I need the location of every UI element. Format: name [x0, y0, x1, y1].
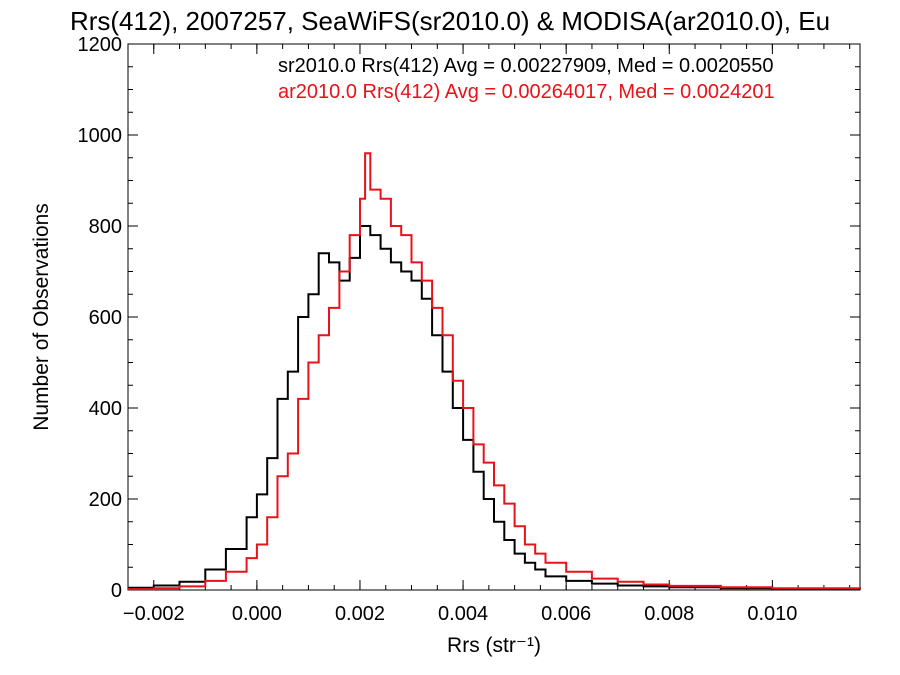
x-axis: −0.002 0.000 0.002 0.004 0.006 0.008 0.010: [123, 44, 851, 625]
y-tick-label: 1000: [78, 125, 123, 147]
annotation-sr2010: sr2010.0 Rrs(412) Avg = 0.00227909, Med …: [278, 55, 774, 77]
x-tick-label: 0.004: [438, 603, 488, 625]
series-group: [128, 152, 861, 591]
y-tick-label: 0: [111, 580, 122, 602]
y-tick-label: 400: [89, 398, 122, 420]
annotation-ar2010: ar2010.0 Rrs(412) Avg = 0.00264017, Med …: [278, 81, 775, 103]
x-tick-label: 0.006: [541, 603, 591, 625]
y-tick-label: 800: [89, 216, 122, 238]
y-tick-label: 200: [89, 489, 122, 511]
series-line-0: [128, 225, 861, 590]
x-tick-label: 0.002: [335, 603, 385, 625]
y-axis-label: Number of Observations: [30, 203, 53, 431]
chart-title: Rrs(412), 2007257, SeaWiFS(sr2010.0) & M…: [70, 6, 830, 36]
x-tick-label: 0.008: [644, 603, 694, 625]
x-axis-label: Rrs (str⁻¹): [447, 634, 541, 657]
y-tick-label: 600: [89, 307, 122, 329]
y-axis: 0 200 400 600 800 1000 1200: [78, 34, 860, 602]
y-tick-label: 1200: [78, 34, 123, 56]
x-tick-label: 0.000: [232, 603, 282, 625]
series-line-1: [128, 152, 861, 591]
x-tick-label: −0.002: [123, 603, 185, 625]
x-tick-label: 0.010: [747, 603, 797, 625]
